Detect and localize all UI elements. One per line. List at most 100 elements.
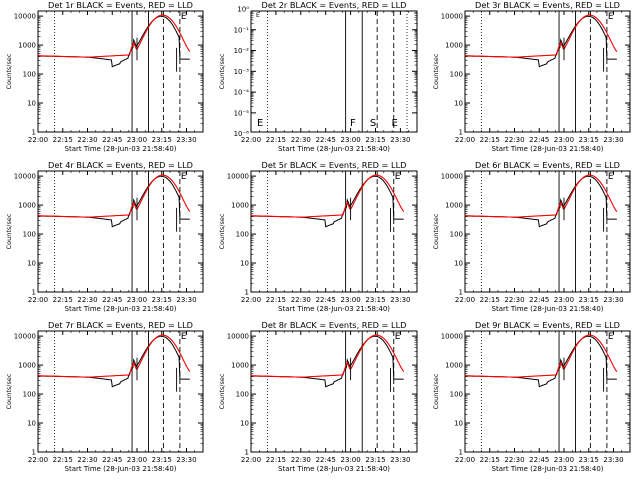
x-tick-label: 23:30 [390, 296, 410, 304]
y-tick-label: 10000 [227, 173, 249, 181]
x-tick-label: 23:00 [554, 296, 574, 304]
x-tick-label: 23:15 [365, 456, 385, 464]
x-tick-label: 23:30 [176, 136, 196, 144]
x-tick-label: 23:15 [152, 456, 172, 464]
flare-letter: E [395, 172, 401, 182]
x-axis-label: Start Time (28-Jun-03 21:58:40) [278, 145, 390, 153]
y-tick-label: 10 [27, 100, 36, 108]
series-events-line [38, 335, 190, 388]
chart-title: Det 8r BLACK = Events, RED = LLD [262, 320, 407, 330]
x-tick-label: 22:30 [77, 296, 97, 304]
y-tick-label: 10 [454, 420, 463, 428]
flare-letter: E [608, 12, 614, 22]
x-tick-label: 22:00 [28, 456, 48, 464]
y-axis-label: Counts/sec [432, 373, 440, 409]
series-events-line [465, 15, 617, 68]
x-tick-label: 23:00 [341, 456, 361, 464]
chart-panel-8: Det 8r BLACK = Events, RED = LLD 1 10 100 10… [218, 320, 418, 473]
x-axis-label: Start Time (28-Jun-03 21:58:40) [65, 305, 177, 313]
y-tick-label: 100 [450, 71, 463, 79]
flare-letter: E [181, 12, 187, 22]
x-axis-label: Start Time (28-Jun-03 21:58:40) [492, 305, 604, 313]
y-tick-label: 1000 [445, 202, 463, 210]
x-tick-label: 22:00 [28, 136, 48, 144]
y-tick-label: 10 [454, 260, 463, 268]
x-tick-label: 22:15 [480, 296, 500, 304]
chart-title: Det 9r BLACK = Events, RED = LLD [475, 320, 620, 330]
x-axis-label: Start Time (28-Jun-03 21:58:40) [278, 465, 390, 473]
y-tick-label: 10 [27, 420, 36, 428]
y-tick-label: 10 [240, 260, 249, 268]
x-tick-label: 23:00 [554, 456, 574, 464]
x-tick-label: 23:00 [341, 136, 361, 144]
x-tick-label: 23:00 [554, 136, 574, 144]
series-events-line [251, 335, 404, 388]
y-axis-label: Counts/sec [5, 373, 13, 409]
y-tick-label: 1 [459, 129, 463, 137]
chart-title: Det 2r BLACK = Events, RED = LLD [262, 0, 407, 10]
x-tick-label: 22:30 [291, 456, 311, 464]
series-lld-line [251, 174, 405, 218]
flare-letter: E [608, 172, 614, 182]
y-tick-label: 100 [236, 231, 249, 239]
x-tick-label: 22:15 [480, 136, 500, 144]
y-tick-label: 1 [32, 449, 36, 457]
x-tick-label: 23:00 [341, 296, 361, 304]
x-tick-label: 22:45 [529, 136, 549, 144]
x-tick-label: 23:15 [365, 136, 385, 144]
y-tick-label: 1 [245, 449, 249, 457]
plot-frame [250, 10, 418, 133]
y-tick-label: 1000 [445, 362, 463, 370]
x-tick-label: 22:15 [53, 136, 73, 144]
x-tick-label: 23:15 [152, 136, 172, 144]
y-tick-label: 1 [459, 449, 463, 457]
y-tick-label: 10 [27, 260, 36, 268]
y-tick-label: 10000 [227, 333, 249, 341]
chart-title: Det 6r BLACK = Events, RED = LLD [475, 160, 620, 170]
y-tick-label: 100 [450, 391, 463, 399]
series-events-line [38, 15, 190, 68]
y-tick-label: 10000 [14, 173, 36, 181]
chart-panel-2: Det 2r BLACK = Events, RED = LLD 10⁰ 10⁻¹ 1… [218, 0, 418, 153]
chart-title: Det 1r BLACK = Events, RED = LLD [48, 0, 193, 10]
y-tick-label: 100 [236, 391, 249, 399]
flare-letter: F [350, 118, 356, 129]
y-tick-label: 100 [23, 391, 36, 399]
series-lld-line [38, 174, 191, 218]
series-lld-line [465, 174, 618, 218]
y-tick-label: 10000 [441, 13, 463, 21]
series-lld-line [251, 334, 405, 378]
x-tick-label: 23:15 [579, 456, 599, 464]
x-tick-label: 22:30 [504, 296, 524, 304]
x-tick-label: 22:30 [291, 136, 311, 144]
x-tick-label: 23:30 [390, 456, 410, 464]
x-tick-label: 23:30 [603, 136, 623, 144]
flare-letter: E [181, 172, 187, 182]
x-axis-label: Start Time (28-Jun-03 21:58:40) [65, 145, 177, 153]
x-tick-label: 22:45 [102, 456, 122, 464]
x-tick-label: 22:30 [291, 296, 311, 304]
y-axis-label: Counts/sec [218, 53, 226, 89]
x-tick-label: 23:15 [365, 296, 385, 304]
series-events-line [465, 175, 617, 228]
y-tick-label: 1000 [231, 362, 249, 370]
chart-panel-1: Det 1r BLACK = Events, RED = LLD 1 10 100 10… [5, 0, 204, 153]
y-tick-label: 10⁻¹ [234, 26, 250, 34]
y-axis-label: Counts/sec [218, 373, 226, 409]
series-events-line [38, 175, 190, 228]
x-tick-label: 23:30 [603, 296, 623, 304]
x-axis-label: Start Time (28-Jun-03 21:58:40) [65, 465, 177, 473]
flare-letter: E [391, 118, 397, 129]
chart-panel-9: Det 9r BLACK = Events, RED = LLD 1 10 100 10… [432, 320, 631, 473]
flare-letter: E [608, 332, 614, 342]
y-tick-label: 10000 [14, 13, 36, 21]
y-axis-label: Counts/sec [5, 53, 13, 89]
y-tick-label: 100 [23, 231, 36, 239]
x-tick-label: 22:45 [102, 296, 122, 304]
x-tick-label: 22:30 [77, 456, 97, 464]
y-tick-label: 10⁻⁶ [234, 130, 250, 138]
y-tick-label: 1000 [18, 362, 36, 370]
x-tick-label: 23:15 [579, 296, 599, 304]
y-tick-label: 1 [245, 289, 249, 297]
